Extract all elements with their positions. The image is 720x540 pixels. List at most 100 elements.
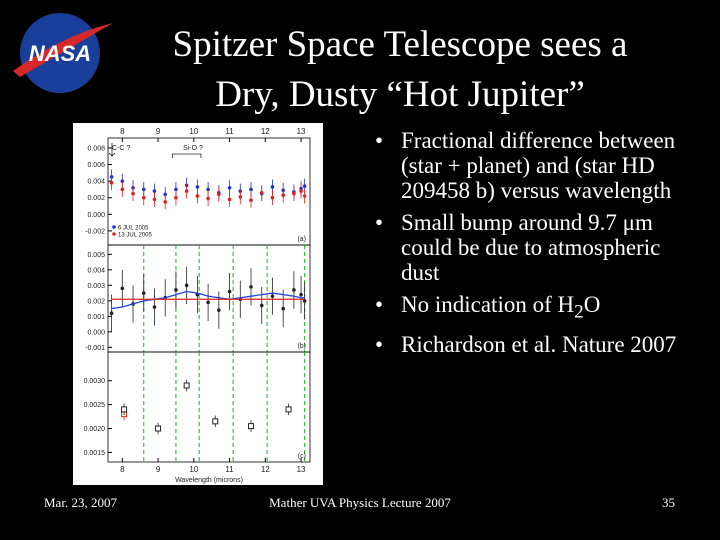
x-tick-label: 12 bbox=[261, 127, 270, 136]
data-point bbox=[174, 195, 178, 200]
data-point bbox=[238, 195, 243, 199]
y-tick-label: 0.000 bbox=[87, 212, 105, 219]
data-point bbox=[120, 179, 125, 183]
figure-background bbox=[73, 123, 323, 485]
bullet-text: O bbox=[583, 292, 601, 317]
data-point bbox=[270, 294, 275, 298]
data-point bbox=[131, 191, 135, 196]
bullet: Small bump around 9.7 μm could be due to… bbox=[373, 210, 688, 285]
data-point bbox=[270, 195, 275, 200]
model-line bbox=[111, 290, 305, 310]
data-point bbox=[259, 303, 264, 308]
y-tick-label: 0.008 bbox=[87, 145, 105, 152]
data-point bbox=[174, 187, 178, 192]
data-point bbox=[281, 193, 285, 198]
y-tick-label: 0.0030 bbox=[84, 378, 106, 385]
bullet-text: Small bump around 9.7 μm could be due to… bbox=[401, 210, 661, 285]
bullet-list: Fractional difference between (star + pl… bbox=[373, 128, 688, 364]
data-point bbox=[120, 187, 125, 192]
data-point bbox=[141, 195, 146, 200]
y-tick-label: 0.006 bbox=[87, 162, 105, 169]
x-tick-label: 9 bbox=[156, 465, 161, 474]
data-point bbox=[302, 194, 307, 198]
data-point bbox=[302, 184, 307, 188]
y-tick-label: 0.001 bbox=[87, 314, 105, 321]
y-tick-label: -0.001 bbox=[85, 345, 105, 352]
data-point bbox=[281, 306, 285, 311]
y-tick-label: 0.000 bbox=[87, 329, 105, 336]
title-line: Dry, Dusty “Hot Jupiter” bbox=[215, 74, 585, 115]
data-point bbox=[259, 190, 264, 195]
data-point bbox=[292, 191, 296, 196]
annotation-bracket bbox=[171, 153, 202, 158]
x-axis-label: Wavelength (microns) bbox=[175, 477, 243, 484]
x-tick-label: 8 bbox=[120, 465, 125, 474]
y-tick-label: 0.0020 bbox=[84, 426, 106, 433]
data-point bbox=[183, 382, 190, 389]
y-tick-label: -0.002 bbox=[85, 228, 105, 235]
data-point bbox=[195, 185, 200, 189]
y-tick-label: 0.002 bbox=[87, 298, 105, 305]
bullet: Richardson et al. Nature 2007 bbox=[373, 332, 688, 357]
data-point bbox=[227, 197, 232, 202]
annotation-arrow bbox=[108, 143, 116, 157]
x-tick-label: 9 bbox=[156, 127, 161, 136]
x-tick-label: 12 bbox=[261, 465, 270, 474]
x-tick-label: 10 bbox=[189, 127, 198, 136]
data-point bbox=[206, 300, 210, 305]
data-point bbox=[227, 289, 232, 294]
footer-page: 35 bbox=[662, 495, 675, 510]
footer-date: Mar. 23, 2007 bbox=[44, 495, 117, 510]
footer-center: Mather UVA Physics Lecture 2007 bbox=[269, 495, 451, 510]
data-point bbox=[163, 192, 168, 197]
y-tick-label: 0.005 bbox=[87, 252, 105, 259]
x-tick-label: 13 bbox=[297, 465, 306, 474]
logo-swoosh bbox=[13, 23, 113, 77]
data-point bbox=[292, 288, 296, 292]
x-tick-label: 11 bbox=[225, 465, 234, 474]
data-point bbox=[120, 286, 125, 291]
y-tick-label: 0.0015 bbox=[84, 450, 106, 457]
data-point bbox=[217, 192, 221, 197]
data-point bbox=[155, 425, 162, 432]
data-point bbox=[152, 305, 157, 309]
bullet-text: No indication of H bbox=[401, 292, 575, 317]
data-point bbox=[249, 198, 253, 203]
data-point bbox=[299, 292, 303, 297]
data-point bbox=[109, 180, 114, 185]
data-point bbox=[299, 189, 303, 193]
x-tick-label: 10 bbox=[189, 465, 198, 474]
panel-label: (c) bbox=[298, 453, 306, 460]
data-point bbox=[163, 200, 168, 204]
legend-label: 13 JUL 2005 bbox=[118, 233, 152, 239]
nasa-logo: NASA bbox=[13, 13, 113, 93]
legend-marker bbox=[112, 225, 116, 229]
data-point bbox=[109, 311, 114, 316]
data-point bbox=[206, 196, 210, 201]
annotation: C-C ? bbox=[112, 145, 130, 152]
annotation: Si-O ? bbox=[183, 145, 203, 152]
legend-marker bbox=[112, 232, 116, 236]
figure: 0.008 0.006 0.004 0.002 0.000 -0.002 8 9 10 11 12 1… bbox=[73, 123, 323, 485]
bullet-text: Fractional difference between (star + pl… bbox=[401, 128, 676, 203]
x-tick-label: 11 bbox=[225, 127, 234, 136]
data-point bbox=[121, 406, 128, 413]
data-point bbox=[152, 189, 157, 193]
data-point bbox=[249, 187, 253, 192]
data-point bbox=[302, 299, 307, 303]
bullet-text: 2 bbox=[574, 301, 584, 323]
data-point bbox=[217, 308, 221, 312]
data-point bbox=[249, 285, 253, 289]
bullet-text: Richardson et al. Nature 2007 bbox=[401, 331, 677, 357]
y-tick-label: 0.0025 bbox=[84, 402, 106, 409]
x-tick-label: 13 bbox=[297, 127, 306, 136]
y-tick-label: 0.004 bbox=[87, 267, 105, 274]
data-point bbox=[174, 288, 178, 292]
data-point bbox=[141, 291, 146, 295]
data-point bbox=[227, 185, 232, 190]
logo-text: NASA bbox=[29, 41, 91, 66]
title-line: Spitzer Space Telescope sees a bbox=[172, 24, 628, 65]
legend-label: 6 JUL 2005 bbox=[118, 226, 149, 232]
data-point bbox=[248, 423, 255, 430]
